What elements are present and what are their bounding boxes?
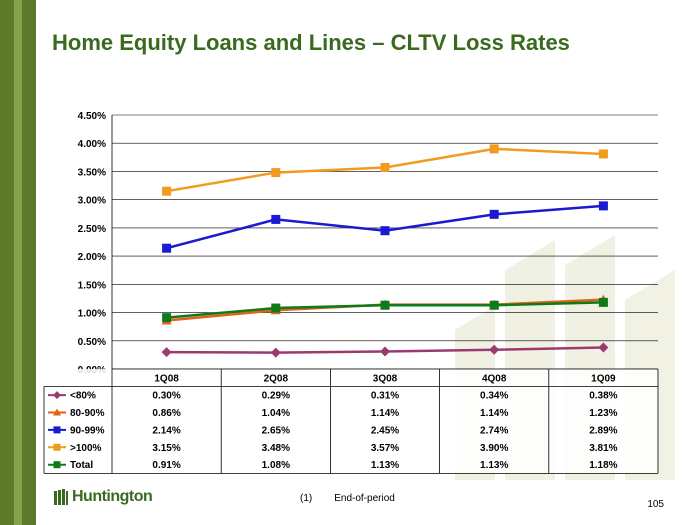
category-label: 1Q08 [154,374,179,385]
legend-marker [53,426,61,434]
data-point [489,344,500,355]
legend-marker [53,461,61,469]
legend-series-name: <80% [70,391,96,402]
y-tick-label: 1.00% [78,309,106,320]
slide-title: Home Equity Loans and Lines – CLTV Loss … [52,30,570,55]
category-label: 3Q08 [373,374,398,385]
legend-series-name: 90-99% [70,425,105,436]
data-point [380,346,390,357]
huntington-logo-icon [54,489,68,505]
data-point [489,300,499,310]
legend-marker [53,443,61,451]
left-accent-stripe [14,0,22,525]
data-point [598,149,608,159]
y-tick-label: 1.50% [78,280,106,291]
data-label: 3.15% [152,443,180,454]
data-label: 3.48% [262,443,290,454]
footnote-text: End-of-period [334,493,395,504]
data-point [598,201,608,211]
data-point [271,168,281,178]
y-tick-label: 2.50% [78,224,106,235]
data-label: 2.89% [589,425,617,436]
data-point [380,300,390,310]
logo-text: Huntington [72,488,153,505]
data-label: 0.86% [152,408,180,419]
data-point [380,226,390,236]
data-label: 1.04% [262,408,290,419]
data-label: 1.08% [262,460,290,471]
data-label: 2.65% [262,425,290,436]
left-accent-bar [0,0,36,525]
data-point [162,243,172,253]
data-label: 3.90% [480,443,508,454]
data-label: 0.29% [262,391,290,402]
huntington-logo: Huntington [54,488,153,506]
data-point [598,297,608,307]
legend-series-name: Total [70,460,93,471]
data-point [270,347,281,358]
category-label: 4Q08 [482,374,507,385]
data-label: 1.14% [371,408,399,419]
category-label: 1Q09 [591,374,616,385]
y-tick-label: 3.50% [78,167,106,178]
data-point [598,342,609,353]
y-tick-label: 2.00% [78,252,106,263]
data-label: 2.74% [480,425,508,436]
data-point [162,186,172,196]
footnote-marker: (1) [300,493,313,504]
y-tick-label: 3.00% [78,196,106,207]
data-label: 2.45% [371,425,399,436]
data-label: 0.34% [480,391,508,402]
legend-marker [53,408,61,416]
data-point [489,209,499,219]
data-point [489,144,499,154]
data-label: 3.57% [371,443,399,454]
legend-series-name: 80-90% [70,408,105,419]
data-label: 1.18% [589,460,617,471]
data-label: 0.91% [152,460,180,471]
data-label: 1.13% [371,460,399,471]
category-label: 2Q08 [264,374,289,385]
data-label: 0.38% [589,391,617,402]
legend-series-name: >100% [70,443,102,454]
data-point [271,303,281,313]
data-label: 1.13% [480,460,508,471]
footnote: (1) End-of-period [300,493,417,504]
data-table-background [44,369,658,474]
y-tick-label: 4.00% [78,139,106,150]
data-point [162,313,172,323]
data-label: 0.31% [371,391,399,402]
data-label: 3.81% [589,443,617,454]
y-tick-label: 0.50% [78,337,106,348]
data-point [271,214,281,224]
y-tick-label: 4.50% [78,111,106,122]
data-label: 1.23% [589,408,617,419]
cltv-loss-rate-chart: 0.00%0.50%1.00%1.50%2.00%2.50%3.00%3.50%… [43,111,675,480]
data-point [161,347,172,358]
data-point [380,162,390,172]
legend-marker [53,391,61,400]
data-label: 0.30% [152,391,180,402]
data-label: 2.14% [152,425,180,436]
page-number: 105 [647,499,664,510]
data-label: 1.14% [480,408,508,419]
